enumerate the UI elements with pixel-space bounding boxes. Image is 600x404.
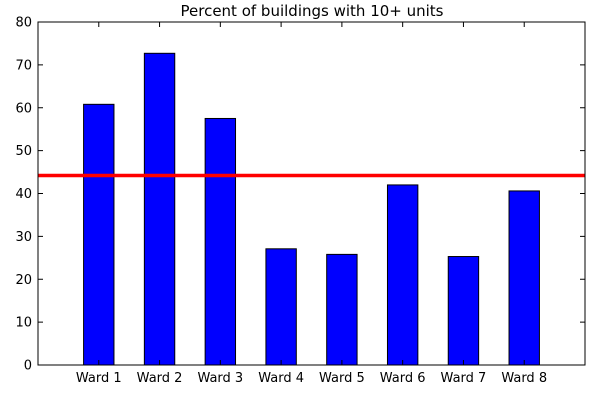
x-tick-label: Ward 4 bbox=[258, 371, 304, 386]
x-axis-ticks: Ward 1 Ward 2 Ward 3 Ward 4 Ward 5 Ward 6 Ward… bbox=[76, 22, 547, 386]
bar-ward-3 bbox=[204, 117, 237, 366]
bar-ward-8 bbox=[508, 190, 540, 366]
y-tick-label: 50 bbox=[15, 144, 32, 159]
axes-group bbox=[37, 21, 586, 366]
bar-ward-4 bbox=[265, 248, 297, 366]
bar-ward-6 bbox=[386, 184, 419, 366]
bar-ward-1 bbox=[83, 103, 115, 366]
y-tick-label: 10 bbox=[15, 316, 32, 331]
bar-ward-5 bbox=[326, 253, 358, 366]
chart-title: Percent of buildings with 10+ units bbox=[181, 2, 444, 20]
y-tick-label: 0 bbox=[24, 359, 32, 374]
x-tick-label: Ward 3 bbox=[197, 371, 243, 386]
x-tick-label: Ward 6 bbox=[380, 371, 426, 386]
y-tick-label: 70 bbox=[15, 58, 32, 73]
x-tick-label: Ward 1 bbox=[76, 371, 122, 386]
bars-group bbox=[83, 52, 540, 366]
x-tick-label: Ward 5 bbox=[319, 371, 365, 386]
y-tick-label: 20 bbox=[15, 273, 32, 288]
y-tick-label: 40 bbox=[15, 187, 32, 202]
y-tick-label: 60 bbox=[15, 101, 32, 116]
x-tick-label: Ward 2 bbox=[137, 371, 183, 386]
y-axis-ticks: 0 10 20 30 40 50 60 70 80 bbox=[15, 16, 585, 374]
bar-ward-7 bbox=[447, 256, 480, 366]
y-tick-label: 30 bbox=[15, 230, 32, 245]
x-tick-label: Ward 7 bbox=[441, 371, 487, 386]
plot-frame bbox=[37, 21, 586, 366]
bar-ward-2 bbox=[143, 52, 176, 366]
x-tick-label: Ward 8 bbox=[501, 371, 547, 386]
y-tick-label: 80 bbox=[15, 16, 32, 31]
